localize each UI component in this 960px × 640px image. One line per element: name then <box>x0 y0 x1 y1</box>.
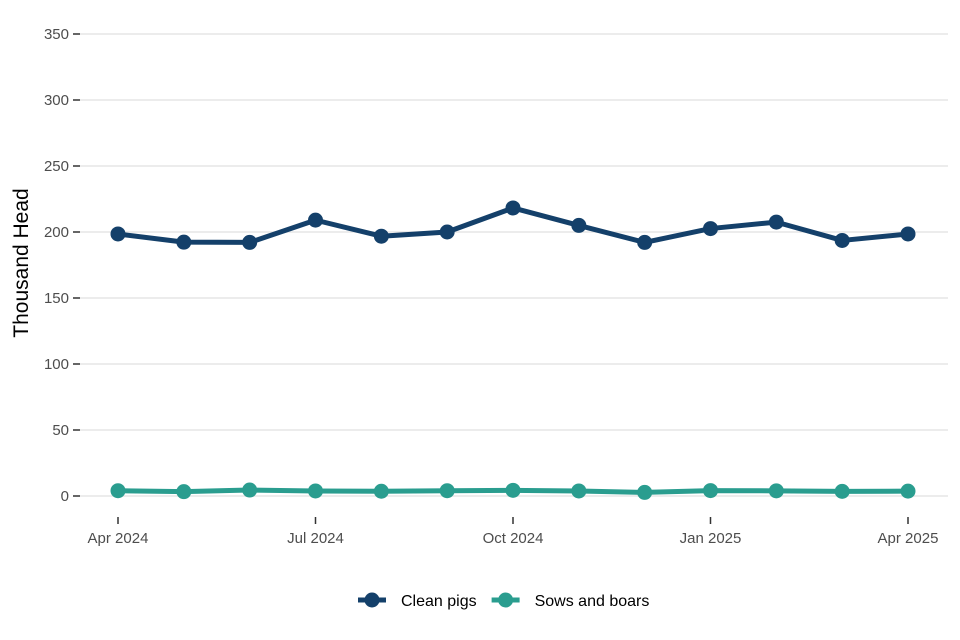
data-point-sows-and-boars <box>505 482 521 498</box>
y-tick-label: 200 <box>44 224 69 241</box>
x-tick-label: Oct 2024 <box>483 530 544 547</box>
data-point-clean-pigs <box>571 217 587 233</box>
x-axis: Apr 2024 Jul 2024 Oct 2024 Jan 2025 Apr 2025 <box>88 517 939 547</box>
y-tick-label: 250 <box>44 158 69 175</box>
y-tick-label: 300 <box>44 92 69 109</box>
y-axis: 0 50 100 150 200 250 300 350 <box>44 26 80 505</box>
legend-item-sows-and-boars: Sows and boars <box>491 592 650 610</box>
y-tick-label: 50 <box>52 422 69 439</box>
data-point-clean-pigs <box>439 224 455 240</box>
data-point-sows-and-boars <box>110 483 126 499</box>
y-tick-label: 350 <box>44 26 69 43</box>
y-tick-label: 0 <box>61 488 69 505</box>
data-point-clean-pigs <box>110 226 126 242</box>
data-point-sows-and-boars <box>703 483 718 499</box>
y-tick-label: 100 <box>44 356 69 373</box>
data-point-sows-and-boars <box>900 483 916 499</box>
data-point-sows-and-boars <box>439 483 455 499</box>
data-point-sows-and-boars <box>242 482 258 498</box>
legend-key-marker <box>364 592 380 608</box>
legend-key-marker <box>498 592 514 608</box>
data-point-sows-and-boars <box>637 484 653 500</box>
data-point-clean-pigs <box>373 228 389 244</box>
data-point-clean-pigs <box>308 212 323 228</box>
series-sows-and-boars <box>110 482 916 500</box>
x-tick-label: Jul 2024 <box>287 530 344 547</box>
data-point-clean-pigs <box>900 226 916 242</box>
data-point-sows-and-boars <box>308 483 323 499</box>
data-point-clean-pigs <box>242 234 258 250</box>
data-point-sows-and-boars <box>834 483 850 499</box>
legend: Clean pigs Sows and boars <box>358 592 650 610</box>
data-point-sows-and-boars <box>176 484 192 500</box>
data-point-clean-pigs <box>505 200 521 216</box>
x-tick-label: Apr 2024 <box>88 530 149 547</box>
y-tick-label: 150 <box>44 290 69 307</box>
legend-item-clean-pigs: Clean pigs <box>358 592 477 610</box>
x-tick-label: Apr 2025 <box>878 530 939 547</box>
y-axis-title: Thousand Head <box>10 188 33 337</box>
series-layer <box>110 200 916 500</box>
series-clean-pigs <box>110 200 916 250</box>
data-point-clean-pigs <box>768 214 784 230</box>
data-point-sows-and-boars <box>571 483 587 499</box>
data-point-sows-and-boars <box>768 483 784 499</box>
legend-label: Sows and boars <box>535 593 650 610</box>
data-point-clean-pigs <box>176 234 192 250</box>
legend-label: Clean pigs <box>401 593 477 610</box>
data-point-clean-pigs <box>834 232 850 248</box>
data-point-sows-and-boars <box>373 483 389 499</box>
x-tick-label: Jan 2025 <box>680 530 742 547</box>
data-point-clean-pigs <box>703 221 718 237</box>
data-point-clean-pigs <box>637 234 653 250</box>
gridlines <box>80 33 948 497</box>
